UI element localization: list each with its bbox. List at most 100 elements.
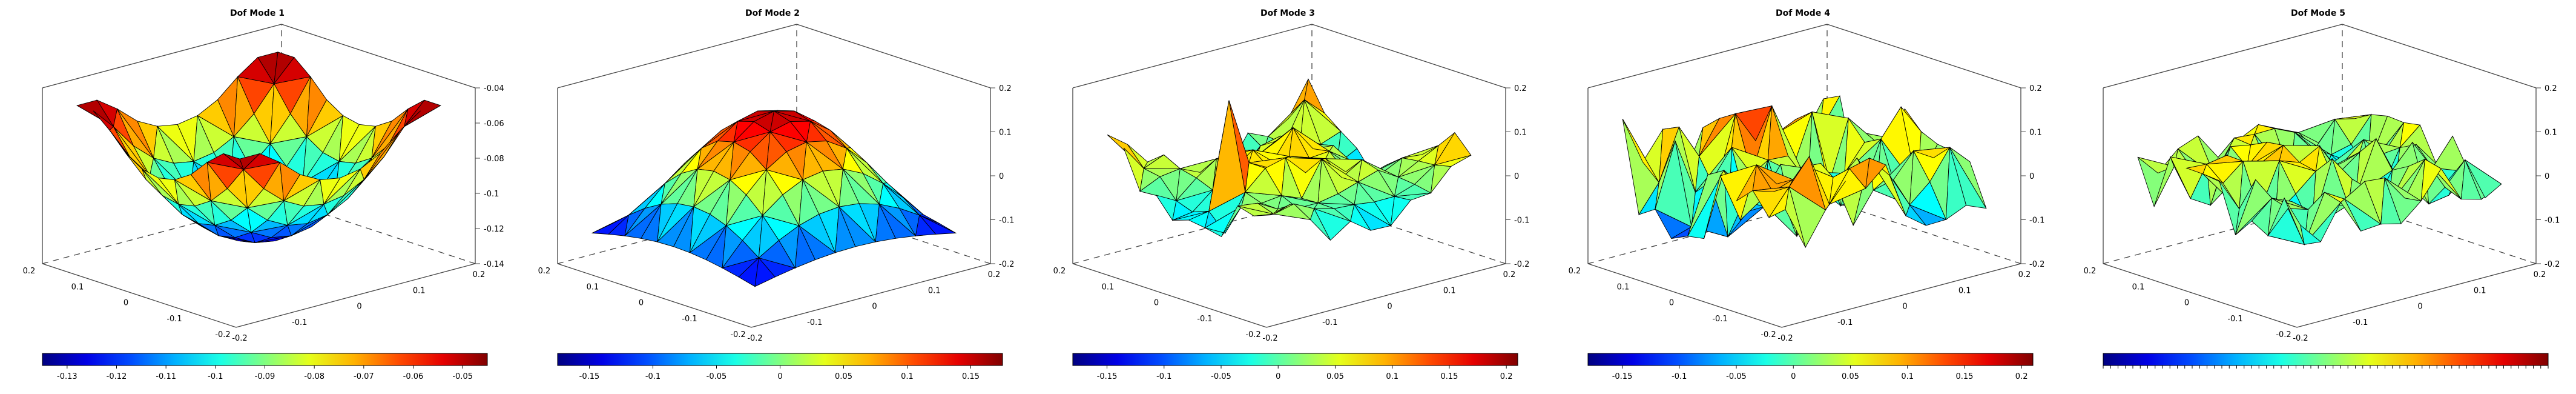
- surface-facet: [769, 121, 808, 143]
- surface-facet: [693, 170, 731, 207]
- surface-facet: [2460, 159, 2482, 200]
- surface-facet: [218, 235, 255, 243]
- surface-facet: [842, 169, 880, 205]
- surface-facet: [239, 153, 261, 170]
- y-tick-label: 0.2: [2534, 270, 2546, 279]
- x-tick-label: -0.1: [166, 315, 182, 324]
- surface-facet: [915, 214, 937, 236]
- surface-facet: [1284, 157, 1323, 173]
- y-tick-label: 0.2: [1503, 270, 1516, 279]
- y-tick-label: 0: [2417, 302, 2422, 312]
- x-tick-label: 0.2: [1569, 267, 1581, 276]
- z-tick-label: -0.1: [484, 190, 499, 199]
- surface-facet: [798, 213, 836, 254]
- surface-facet: [117, 109, 154, 159]
- z-tick-label: 0.1: [2029, 129, 2042, 138]
- surface-facet: [762, 194, 800, 226]
- surface-facet: [1622, 118, 1659, 183]
- x-tick-label: 0: [2184, 299, 2189, 308]
- surface-facet: [883, 183, 920, 216]
- surface-facet: [1756, 164, 1794, 184]
- surface-facet: [1909, 181, 1947, 221]
- surface-facet: [2235, 179, 2273, 235]
- chart-panel-2: Dof Mode 20.20.10-0.1-0.2 -0.2-0.100.10.2…: [538, 8, 1015, 381]
- surface-facet: [237, 56, 275, 84]
- surface-facet: [838, 203, 876, 242]
- y-tick-label: -0.2: [1262, 334, 1277, 343]
- surface-facet: [725, 194, 763, 226]
- colorbar: [1587, 353, 2034, 366]
- x-tick-label: 0: [639, 299, 644, 308]
- z-tick-label: 0.2: [2029, 84, 2042, 93]
- y-tick-label: -0.2: [747, 334, 762, 343]
- surface-facet: [1945, 147, 1967, 221]
- x-tick-label: 0: [1154, 299, 1159, 308]
- surface-facet: [1314, 208, 1351, 222]
- surface-facet: [2432, 135, 2469, 173]
- surface-facet: [1175, 177, 1214, 201]
- surface-facet: [113, 126, 150, 176]
- surface-facet: [255, 235, 292, 243]
- colorbar-tick-label: -0.06: [403, 372, 424, 381]
- surface-facet: [2380, 178, 2402, 225]
- surface-facet: [1273, 203, 1311, 221]
- surface-facet: [1394, 184, 1432, 197]
- surface-facet: [697, 141, 735, 170]
- surface-facet: [400, 110, 421, 131]
- colorbar-tick-label: 0.2: [1500, 372, 1513, 381]
- x-tick-label: 0: [1669, 299, 1674, 308]
- x-tick-label: -0.2: [2276, 330, 2291, 339]
- surface-mesh: [2137, 113, 2502, 245]
- x-tick-label: -0.1: [1712, 315, 1727, 324]
- surface-facet: [2304, 192, 2342, 245]
- surface-facet: [206, 162, 245, 189]
- axes-box: [1587, 24, 2021, 328]
- x-tick-label: -0.2: [730, 330, 745, 339]
- colorbar-tick-label: 0.05: [835, 372, 852, 381]
- surface-facet: [1913, 147, 1950, 158]
- z-tick-label: -0.06: [484, 119, 504, 129]
- surface-facet: [2267, 208, 2305, 245]
- surface-facet: [1268, 99, 1305, 137]
- z-tick-label: 0: [999, 172, 1004, 181]
- colorbar-tick-label: -0.07: [354, 372, 374, 381]
- surface-facet: [287, 204, 324, 226]
- colorbar: [1072, 353, 1518, 366]
- y-tick-label: 0.1: [1958, 286, 1971, 295]
- surface-facet: [214, 225, 252, 238]
- surface-facet: [722, 239, 760, 269]
- colorbar-tick-label: 0: [777, 372, 782, 381]
- y-tick-label: -0.1: [1837, 318, 1853, 327]
- surface-facet: [2247, 142, 2284, 167]
- colorbar-tick-label: -0.15: [1612, 372, 1633, 381]
- colorbar-tick-label: 0.15: [1955, 372, 1973, 381]
- surface-facet: [2334, 114, 2371, 120]
- z-tick-label: -0.2: [2029, 260, 2044, 269]
- surface-facet: [1785, 187, 1806, 248]
- colorbar-tick-label: 0.05: [1842, 372, 1859, 381]
- surface-facet: [1430, 164, 1452, 195]
- z-tick-label: -0.08: [484, 155, 504, 164]
- colorbar-tick-label: -0.13: [57, 372, 77, 381]
- surface-facet: [302, 152, 340, 183]
- surface-facet: [404, 99, 441, 127]
- surface-facet: [1402, 145, 1439, 158]
- surface-facet: [1172, 211, 1209, 221]
- surface-facet: [2271, 198, 2308, 210]
- y-tick-label: 0.1: [2474, 286, 2486, 295]
- surface-facet: [2384, 178, 2422, 202]
- surface-facet: [1398, 161, 1436, 178]
- surface-facet: [2279, 160, 2316, 172]
- surface-facet: [1281, 195, 1319, 204]
- colorbar-tick-label: -0.11: [156, 372, 176, 381]
- surface-facet: [269, 113, 308, 144]
- colorbar-tick-label: -0.12: [107, 372, 127, 381]
- colorbar-tick-label: 0.15: [1440, 372, 1458, 381]
- axes-box: [42, 24, 476, 328]
- x-tick-label: 0.2: [2084, 267, 2097, 276]
- x-tick-label: 0.2: [1053, 267, 1066, 276]
- x-tick-label: 0.1: [1102, 282, 1115, 292]
- axes-box: [1072, 24, 1506, 328]
- surface-mesh: [76, 52, 441, 244]
- z-tick-label: -0.12: [484, 225, 504, 234]
